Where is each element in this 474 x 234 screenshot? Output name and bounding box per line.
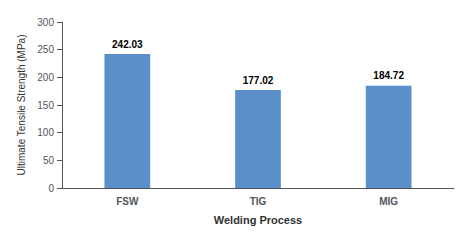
svg-text:242.03: 242.03 (112, 39, 143, 50)
svg-text:0: 0 (48, 183, 54, 194)
svg-text:FSW: FSW (116, 196, 139, 207)
svg-text:177.02: 177.02 (243, 75, 274, 86)
svg-text:150: 150 (37, 100, 54, 111)
svg-text:100: 100 (37, 127, 54, 138)
svg-text:200: 200 (37, 72, 54, 83)
svg-text:50: 50 (43, 155, 55, 166)
svg-text:Ultimate Tensile Strength (MPa: Ultimate Tensile Strength (MPa) (16, 35, 27, 176)
svg-text:300: 300 (37, 17, 54, 28)
svg-text:184.72: 184.72 (373, 70, 404, 81)
svg-text:250: 250 (37, 44, 54, 55)
svg-text:TIG: TIG (250, 196, 267, 207)
svg-text:Welding Process: Welding Process (214, 214, 302, 226)
svg-text:MIG: MIG (379, 196, 398, 207)
